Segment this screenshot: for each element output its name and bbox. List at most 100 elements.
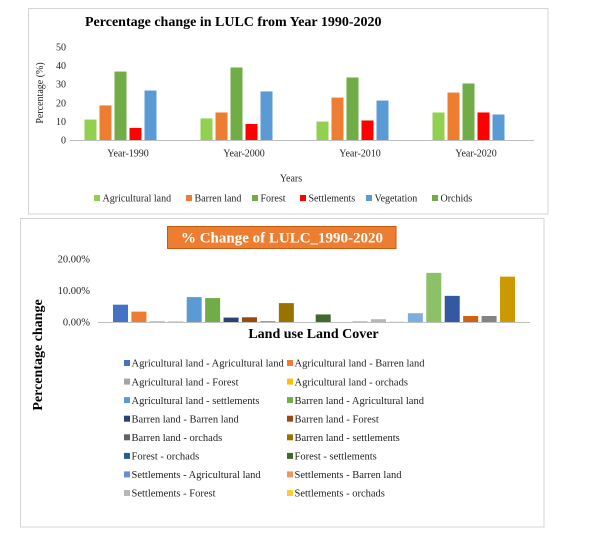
c2-bar-agricultural-land-agricultural-land xyxy=(112,304,128,322)
chart-2-legend: Agricultural land - Agricultural land Agr… xyxy=(124,359,425,500)
c1-bar-agricultural-land-year-2020 xyxy=(432,112,445,140)
c2-bar-settlements-barren-land xyxy=(352,321,368,322)
c1-bar-forest-year-2020 xyxy=(462,83,475,140)
c2-legend-label: Barren land - Forest xyxy=(295,414,379,425)
chart-2-title: % Change of LULC_1990-2020 xyxy=(181,231,383,247)
c1-x-tick-label: Year-2010 xyxy=(339,149,381,160)
chart-1-y-axis-title: Percentage (%) xyxy=(35,62,46,123)
c2-legend-label: Agricultural land - settlements xyxy=(132,396,260,407)
c2-legend-swatch xyxy=(124,434,130,441)
chart-1-legend: Agricultural land Barren land Forest Settle… xyxy=(94,194,472,205)
c2-bar-barren-land-agricultural-land xyxy=(205,298,221,322)
c1-legend-label: Settlements xyxy=(309,194,356,205)
c1-bar-vegetation-year-2010 xyxy=(376,100,389,140)
c2-legend-label: Agricultural land - Forest xyxy=(132,377,239,388)
chart-1-y-axis: 0 10 20 30 40 50 xyxy=(56,43,66,147)
c2-legend-item-agricultural-land-forest: Agricultural land - Forest xyxy=(124,377,239,388)
c2-legend-label: Settlements - Forest xyxy=(132,489,216,500)
c2-bar-series-17 xyxy=(407,313,423,322)
c1-x-tick-label: Year-2020 xyxy=(455,149,497,160)
c2-bar-series-18 xyxy=(426,272,442,322)
c1-bar-agricultural-land-year-1990 xyxy=(84,119,97,140)
c1-bar-agricultural-land-year-2000 xyxy=(200,118,213,140)
c2-legend-label: Settlements - Agricultural land xyxy=(132,470,262,481)
c1-legend-label: Agricultural land xyxy=(103,194,172,205)
c1-legend-item-vegetation: Vegetation xyxy=(366,194,417,205)
chart-2-frame xyxy=(20,218,545,528)
c1-bar-agricultural-land-year-2010 xyxy=(316,121,329,140)
c1-bar-vegetation-year-1990 xyxy=(144,90,157,140)
c2-legend-item-agricultural-land-barren-land: Agricultural land - Barren land xyxy=(287,359,425,370)
c1-x-tick-label: Year-1990 xyxy=(107,149,149,160)
c2-bar-series-20 xyxy=(463,316,479,322)
c2-legend-label: Settlements - Barren land xyxy=(295,470,403,481)
chart-2-y-axis: 0.00% 10.00% 20.00% xyxy=(58,255,91,329)
c1-bar-barren-land-year-2000 xyxy=(215,112,228,140)
c1-legend-label: Barren land xyxy=(195,194,242,205)
c2-legend-swatch xyxy=(287,415,293,422)
c2-bar-agricultural-land-orchads xyxy=(168,321,184,322)
c1-legend-label: Forest xyxy=(261,194,286,205)
c2-bar-barren-land-settlements xyxy=(278,303,294,322)
c2-legend-label: Agricultural land - orchads xyxy=(295,377,408,388)
chart-2-x-axis-title: Land use Land Cover xyxy=(248,327,378,342)
c1-y-tick-label: 20 xyxy=(56,98,66,109)
c2-legend-swatch xyxy=(124,490,130,496)
c2-legend-item-agricultural-land-orchads: Agricultural land - orchads xyxy=(287,377,408,388)
c2-legend-swatch xyxy=(287,360,293,366)
c2-legend-item-barren-land-forest: Barren land - Forest xyxy=(287,414,379,425)
c1-legend-item-settlements: Settlements xyxy=(300,194,355,205)
chart-1-title: Percentage change in LULC from Year 1990… xyxy=(85,15,382,30)
c2-y-tick-label: 0.00% xyxy=(63,318,90,329)
c1-legend-item-forest: Forest xyxy=(252,194,286,205)
c2-legend-swatch xyxy=(287,452,293,459)
c1-legend-swatch xyxy=(186,195,192,201)
c2-bar-settlements-forest xyxy=(371,319,386,322)
c2-legend-item-agricultural-land-agricultural-land: Agricultural land - Agricultural land xyxy=(124,359,284,370)
c2-legend-item-settlements-forest: Settlements - Forest xyxy=(124,489,216,500)
c1-legend-swatch xyxy=(366,195,372,201)
c1-y-tick-label: 40 xyxy=(56,61,66,72)
c2-bar-barren-land-forest xyxy=(242,317,257,322)
c1-y-tick-label: 10 xyxy=(56,117,66,128)
c2-y-tick-label: 10.00% xyxy=(58,286,91,297)
c2-bar-forest-settlements xyxy=(315,314,331,322)
c2-bar-barren-land-orchads xyxy=(260,321,276,322)
c2-bar-agricultural-land-barren-land xyxy=(131,311,147,322)
c1-bar-settlements-year-2000 xyxy=(245,124,258,140)
c2-legend-label: Forest - settlements xyxy=(295,452,377,463)
c2-bar-agricultural-land-settlements xyxy=(186,297,202,322)
c1-bar-barren-land-year-2020 xyxy=(447,92,460,140)
c1-bar-forest-year-2010 xyxy=(346,77,359,140)
c2-legend-swatch xyxy=(124,378,130,385)
c2-legend-item-barren-land-barren-land: Barren land - Barren land xyxy=(124,414,240,425)
c1-x-tick-label: Year-2000 xyxy=(223,149,265,160)
c2-legend-label: Barren land - Barren land xyxy=(132,414,240,425)
c2-legend-swatch xyxy=(287,471,293,478)
c1-legend-swatch xyxy=(94,195,100,201)
c1-y-tick-label: 30 xyxy=(56,80,66,91)
c2-bar-series-22 xyxy=(500,276,516,322)
chart-lulc-transition-change: % Change of LULC_1990-2020 Percentage ch… xyxy=(20,218,545,528)
c2-legend-label: Barren land - settlements xyxy=(295,433,400,444)
c2-legend-swatch xyxy=(124,471,130,478)
c1-y-tick-label: 0 xyxy=(61,136,66,147)
c2-legend-item-barren-land-agricultural-land: Barren land - Agricultural land xyxy=(287,396,425,407)
c1-bar-settlements-year-2020 xyxy=(477,112,490,140)
c1-bar-barren-land-year-1990 xyxy=(99,105,112,140)
c1-legend-swatch xyxy=(252,195,258,201)
c2-legend-label: Forest - orchads xyxy=(132,452,200,463)
chart-2-title-box xyxy=(167,226,397,249)
c1-bar-vegetation-year-2020 xyxy=(492,114,505,140)
c2-legend-label: Agricultural land - Agricultural land xyxy=(132,359,285,370)
chart-2-bars xyxy=(112,272,516,322)
c2-legend-swatch xyxy=(124,360,130,366)
c2-legend-item-agricultural-land-settlements: Agricultural land - settlements xyxy=(124,396,260,407)
c1-legend-label: Orchids xyxy=(441,194,473,205)
c2-legend-item-barren-land-orchads: Barren land - orchads xyxy=(124,433,222,444)
c2-legend-label: Barren land - orchads xyxy=(132,433,223,444)
c2-legend-label: Agricultural land - Barren land xyxy=(295,359,426,370)
c2-legend-item-barren-land-settlements: Barren land - settlements xyxy=(287,433,400,444)
c1-legend-swatch xyxy=(300,195,306,201)
